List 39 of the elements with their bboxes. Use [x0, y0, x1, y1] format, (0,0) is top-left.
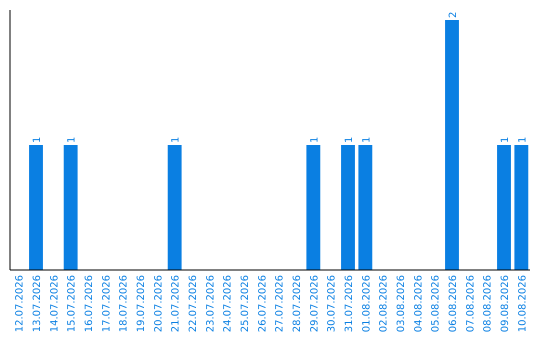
data-label: 1	[309, 136, 320, 143]
data-label: 1	[170, 136, 182, 143]
data-label: 1	[361, 136, 372, 143]
x-tick-label: 29.07.2026	[309, 275, 320, 332]
x-tick-label: 19.07.2026	[136, 275, 147, 332]
x-tick-label: 20.07.2026	[153, 275, 164, 332]
x-tick-label: 01.08.2026	[361, 275, 372, 332]
x-tick-label: 02.08.2026	[378, 275, 390, 332]
x-tick-label: 22.07.2026	[188, 275, 199, 332]
x-tick-label: 06.08.2026	[448, 275, 459, 332]
x-tick-label: 30.07.2026	[326, 275, 338, 332]
x-tick-label: 05.08.2026	[430, 275, 442, 332]
x-tick-label: 13.07.2026	[32, 275, 43, 332]
x-tick-label: 03.08.2026	[396, 275, 407, 332]
x-tick-label: 21.07.2026	[170, 275, 182, 332]
x-tick-label: 24.07.2026	[222, 275, 234, 332]
x-tick-label: 26.07.2026	[257, 275, 268, 332]
x-tick-label: 09.08.2026	[500, 275, 511, 332]
x-tick-label: 14.07.2026	[49, 275, 60, 332]
data-label: 1	[344, 136, 355, 143]
data-label: 2	[448, 12, 459, 18]
x-tick-label: 12.07.2026	[14, 275, 26, 332]
x-tick-label: 18.07.2026	[118, 275, 130, 332]
x-tick-label: 23.07.2026	[205, 275, 216, 332]
x-tick-label: 10.08.2026	[517, 275, 528, 332]
x-tick-label: 04.08.2026	[413, 275, 424, 332]
x-tick-label: 17.07.2026	[101, 275, 112, 332]
data-label: 1	[32, 136, 43, 143]
data-label: 1	[517, 136, 528, 143]
x-tick-label: 28.07.2026	[292, 275, 303, 332]
x-tick-label: 25.07.2026	[240, 275, 251, 332]
x-tick-label: 08.08.2026	[482, 275, 494, 332]
x-tick-label: 15.07.2026	[66, 275, 78, 332]
data-label: 1	[500, 136, 511, 143]
x-tick-label: 27.07.2026	[274, 275, 286, 332]
x-tick-label: 07.08.2026	[465, 275, 476, 332]
x-tick-label: 16.07.2026	[84, 275, 95, 332]
data-label: 1	[66, 136, 78, 143]
x-tick-label: 31.07.2026	[344, 275, 355, 332]
